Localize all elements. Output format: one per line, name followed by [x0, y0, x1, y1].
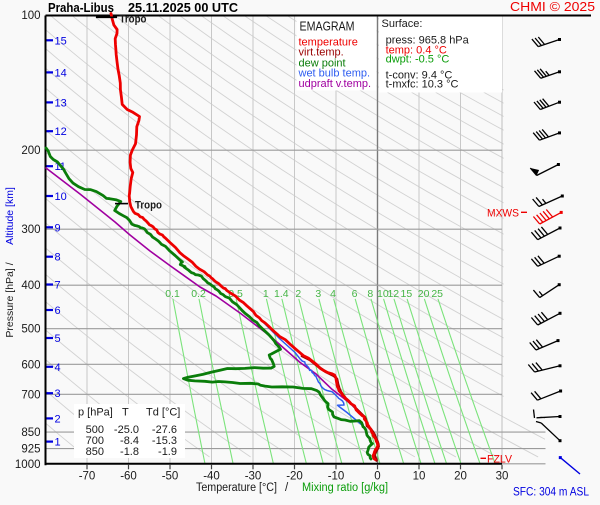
svg-text:-30: -30	[245, 471, 262, 483]
svg-text:0: 0	[374, 471, 380, 483]
svg-text:dew point: dew point	[299, 57, 346, 69]
svg-text:press: 965.8 hPa: press: 965.8 hPa	[386, 34, 470, 46]
svg-text:25.11.2025 00 UTC: 25.11.2025 00 UTC	[128, 1, 238, 15]
svg-text:10: 10	[55, 191, 67, 203]
svg-text:1.4: 1.4	[274, 288, 289, 300]
svg-text:virt.temp.: virt.temp.	[299, 46, 344, 58]
svg-text:-1.8: -1.8	[120, 446, 139, 458]
svg-text:-70: -70	[79, 471, 96, 483]
svg-text:7: 7	[55, 280, 61, 292]
svg-text:25: 25	[431, 288, 443, 300]
svg-text:-25.0: -25.0	[114, 424, 139, 436]
svg-text:700: 700	[21, 389, 40, 401]
svg-text:t-mxfc: 10.3 °C: t-mxfc: 10.3 °C	[386, 78, 459, 90]
svg-text:dwpt: -0.5 °C: dwpt: -0.5 °C	[386, 54, 450, 66]
svg-text:925: 925	[21, 444, 40, 456]
svg-text:15: 15	[55, 35, 67, 47]
svg-text:500: 500	[86, 424, 104, 436]
svg-text:1: 1	[263, 288, 269, 300]
svg-text:3: 3	[315, 288, 321, 300]
svg-text:Surface:: Surface:	[382, 18, 423, 30]
svg-text:/: /	[285, 482, 289, 494]
svg-text:3: 3	[55, 388, 61, 400]
svg-text:14: 14	[55, 67, 67, 79]
svg-text:Tropo: Tropo	[135, 200, 162, 212]
svg-text:9: 9	[55, 222, 61, 234]
svg-text:30: 30	[496, 471, 509, 483]
svg-text:t-conv: 9.4 °C: t-conv: 9.4 °C	[386, 69, 453, 81]
svg-text:Temperature [°C]: Temperature [°C]	[196, 482, 277, 494]
svg-text:15: 15	[401, 288, 413, 300]
svg-text:400: 400	[21, 280, 40, 292]
svg-text:850: 850	[86, 446, 104, 458]
svg-text:-40: -40	[203, 471, 220, 483]
svg-text:temp: 0.4 °C: temp: 0.4 °C	[386, 44, 447, 56]
svg-text:-27.6: -27.6	[152, 424, 177, 436]
svg-text:CHMI © 2025: CHMI © 2025	[510, 0, 595, 14]
svg-text:8: 8	[55, 252, 61, 264]
svg-text:6: 6	[55, 305, 61, 317]
svg-text:temperature: temperature	[299, 36, 358, 48]
svg-text:-8.4: -8.4	[120, 435, 139, 447]
svg-text:1000: 1000	[15, 459, 41, 471]
svg-text:MXWS: MXWS	[487, 207, 519, 219]
svg-text:-1.9: -1.9	[158, 446, 177, 458]
svg-text:100: 100	[21, 10, 40, 22]
svg-text:FZLV: FZLV	[487, 454, 513, 466]
svg-text:Praha-Libus: Praha-Libus	[48, 1, 114, 15]
svg-text:-60: -60	[120, 471, 137, 483]
svg-text:850: 850	[21, 427, 40, 439]
svg-text:12: 12	[55, 126, 67, 138]
svg-text:2: 2	[55, 413, 61, 425]
svg-text:500: 500	[21, 324, 40, 336]
svg-text:700: 700	[86, 435, 104, 447]
svg-text:wet bulb temp.: wet bulb temp.	[298, 67, 371, 79]
svg-text:Tropo: Tropo	[120, 13, 147, 25]
svg-text:EMAGRAM: EMAGRAM	[300, 19, 355, 34]
svg-text:12: 12	[387, 288, 399, 300]
svg-text:0.2: 0.2	[191, 288, 206, 300]
svg-text:Altitude [km]: Altitude [km]	[4, 187, 16, 245]
svg-text:1: 1	[55, 437, 61, 449]
svg-text:20: 20	[418, 288, 430, 300]
svg-text:600: 600	[21, 359, 40, 371]
svg-text:10: 10	[377, 288, 389, 300]
svg-text:SFC: 304 m ASL: SFC: 304 m ASL	[513, 487, 590, 499]
svg-text:-50: -50	[162, 471, 179, 483]
svg-text:300: 300	[21, 224, 40, 236]
svg-text:20: 20	[454, 471, 467, 483]
svg-text:udpraft v.temp.: udpraft v.temp.	[299, 78, 372, 90]
svg-text:Td [°C]: Td [°C]	[146, 407, 180, 419]
svg-text:6: 6	[352, 288, 358, 300]
svg-text:-20: -20	[286, 471, 303, 483]
svg-text:4: 4	[55, 362, 61, 374]
svg-text:4: 4	[330, 288, 336, 300]
svg-text:5: 5	[55, 333, 61, 345]
svg-text:-15.3: -15.3	[152, 435, 177, 447]
svg-text:2: 2	[295, 288, 301, 300]
svg-text:Pressure [hPa] /: Pressure [hPa] /	[4, 262, 16, 337]
svg-text:10: 10	[413, 471, 426, 483]
svg-text:Mixing ratio [g/kg]: Mixing ratio [g/kg]	[302, 482, 388, 494]
svg-text:8: 8	[367, 288, 373, 300]
svg-text:T: T	[122, 407, 129, 419]
svg-text:13: 13	[55, 97, 67, 109]
svg-text:-10: -10	[328, 471, 345, 483]
svg-text:0.1: 0.1	[165, 288, 180, 300]
svg-text:p [hPa]: p [hPa]	[78, 407, 113, 419]
svg-text:0.5: 0.5	[228, 288, 243, 300]
svg-text:200: 200	[21, 145, 40, 157]
